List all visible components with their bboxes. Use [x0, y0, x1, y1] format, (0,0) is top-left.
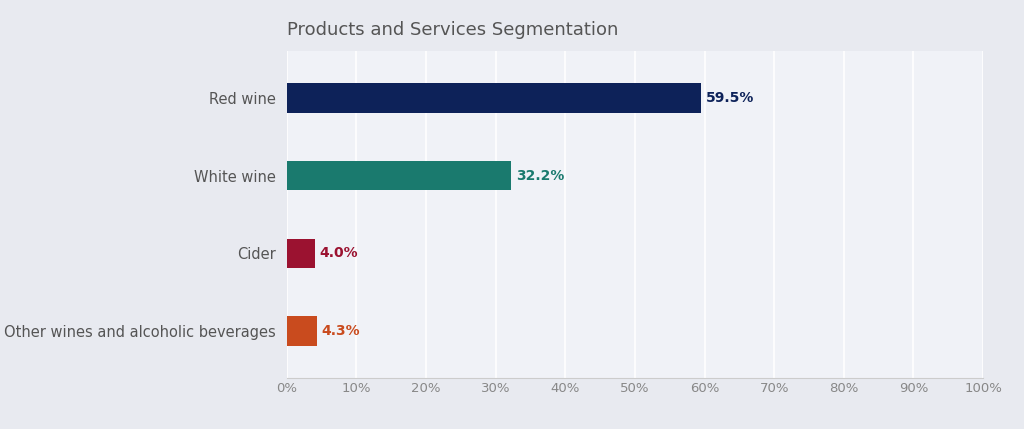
Text: 4.3%: 4.3%: [322, 324, 360, 338]
Bar: [287, 83, 701, 113]
Bar: [287, 239, 314, 268]
Text: 4.0%: 4.0%: [319, 246, 358, 260]
Bar: [287, 161, 511, 190]
Bar: [287, 316, 316, 346]
Text: 59.5%: 59.5%: [706, 91, 755, 105]
Text: 32.2%: 32.2%: [516, 169, 564, 183]
Text: Products and Services Segmentation: Products and Services Segmentation: [287, 21, 618, 39]
